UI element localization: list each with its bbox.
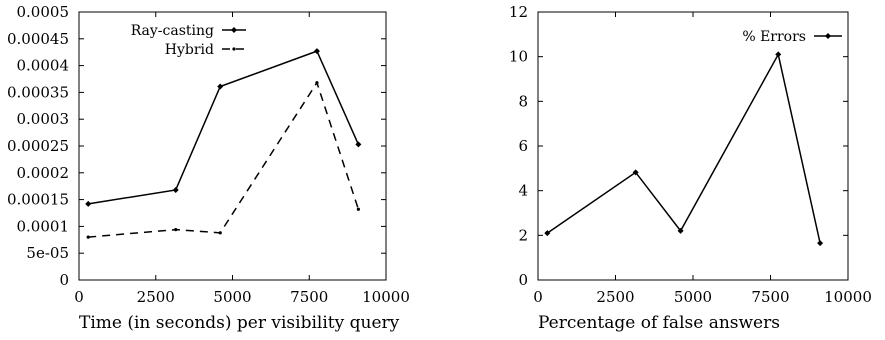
data-point [174, 228, 178, 232]
y-tick-label: 0.00015 [7, 191, 69, 209]
x-tick-label: 2500 [596, 288, 634, 306]
series-line-ray-casting [88, 50, 360, 205]
data-point [218, 231, 222, 235]
y-tick-label: 0.00045 [7, 30, 69, 48]
data-point [86, 235, 90, 239]
x-tick-label: 7500 [290, 288, 328, 306]
y-tick-label: 0.00035 [7, 83, 69, 101]
data-point [217, 83, 224, 90]
x-tick-label: 7500 [751, 288, 789, 306]
y-tick-label: 0 [518, 271, 528, 289]
legend-label: % Errors [742, 29, 806, 45]
x-tick-label: 0 [533, 288, 543, 306]
chart-raycasting-hybrid: 0 5e-05 0.0001 0.00015 0.0002 0.00025 0.0003 0.… [7, 3, 410, 333]
y-tick-label: 0 [59, 271, 69, 289]
data-point [775, 51, 782, 58]
x-tick-label: 10000 [362, 288, 410, 306]
legend-marker [825, 33, 831, 39]
data-point [172, 186, 179, 193]
data-point [356, 207, 360, 211]
x-tick-label: 10000 [824, 288, 872, 306]
y-tick-label: 0.0001 [17, 217, 70, 235]
series-line-hybrid [88, 81, 360, 238]
plot-frame [537, 11, 849, 281]
y-tick-label: 0.00025 [7, 137, 69, 155]
y-tick-label: 5e-05 [26, 244, 69, 262]
plot-frame [78, 11, 387, 281]
data-point [355, 141, 362, 148]
x-tick-label: 5000 [213, 288, 251, 306]
x-tick-label: 5000 [674, 288, 712, 306]
x-tick-label: 0 [74, 288, 84, 306]
y-tick-label: 8 [518, 92, 528, 110]
series-line-errors [546, 52, 821, 244]
y-tick-label: 0.0004 [17, 57, 70, 75]
y-tick-label: 0.0002 [17, 164, 70, 182]
x-axis-label: Percentage of false answers [538, 313, 780, 333]
legend-marker [232, 47, 236, 51]
legend-marker [231, 27, 237, 33]
data-point [632, 169, 639, 176]
x-axis-label: Time (in seconds) per visibility query [79, 313, 400, 333]
y-tick-label: 4 [518, 182, 528, 200]
data-point [315, 81, 319, 85]
data-point [817, 240, 824, 247]
y-tick-label: 12 [509, 3, 528, 21]
legend-label: Hybrid [165, 42, 214, 58]
chart-percent-errors: 0 2 4 6 8 10 12 0 2500 5000 7500 10000 Percentage of… [509, 3, 872, 333]
y-tick-label: 10 [509, 48, 528, 66]
legend-label: Ray-casting [131, 23, 214, 39]
y-tick-label: 0.0003 [17, 110, 70, 128]
y-tick-label: 6 [518, 137, 528, 155]
y-tick-label: 0.0005 [17, 3, 70, 21]
data-point [677, 227, 684, 234]
x-tick-label: 2500 [137, 288, 175, 306]
data-point [85, 200, 92, 207]
data-point [313, 48, 320, 55]
data-point [544, 230, 551, 237]
y-tick-label: 2 [518, 226, 528, 244]
